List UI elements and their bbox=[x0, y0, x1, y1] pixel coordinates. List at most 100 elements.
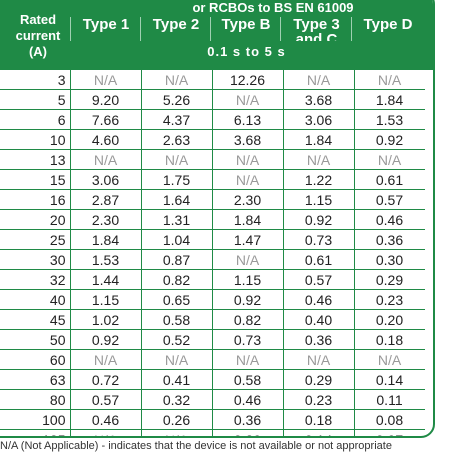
table-row: 100 0.46 0.26 0.36 0.18 0.08 bbox=[0, 409, 425, 430]
value-cell: 0.72 bbox=[70, 369, 142, 390]
value-cell: 1.84 bbox=[354, 89, 425, 110]
value-cell: 2.63 bbox=[141, 129, 213, 150]
type-b-header: Type B bbox=[210, 17, 281, 55]
table-row: 40 1.15 0.65 0.92 0.46 0.23 bbox=[0, 289, 425, 310]
value-cell: N/A bbox=[354, 70, 425, 90]
rated-current-header: Rated current (A) bbox=[15, 12, 61, 59]
type-d-header: Type D bbox=[351, 17, 424, 55]
value-cell: N/A bbox=[354, 149, 425, 170]
value-cell: 0.52 bbox=[141, 329, 213, 350]
value-cell: 0.18 bbox=[283, 409, 355, 430]
rated-current-cell: 30 bbox=[0, 249, 71, 270]
value-cell: N/A bbox=[212, 149, 284, 170]
table-row: 25 1.84 1.04 1.47 0.73 0.36 bbox=[0, 229, 425, 250]
value-cell: 0.73 bbox=[283, 229, 355, 250]
value-cell: 0.58 bbox=[141, 309, 213, 330]
value-cell: N/A bbox=[70, 70, 142, 90]
value-cell: N/A bbox=[283, 149, 355, 170]
rated-current-cell: 80 bbox=[0, 389, 71, 410]
rated-current-cell: 5 bbox=[0, 89, 71, 110]
value-cell: N/A bbox=[70, 429, 142, 436]
time-range-header: 0.1 s to 5 s bbox=[70, 41, 423, 63]
value-cell: 1.84 bbox=[283, 129, 355, 150]
value-cell: 1.04 bbox=[141, 229, 213, 250]
value-cell: 0.92 bbox=[70, 329, 142, 350]
value-cell: 1.84 bbox=[212, 209, 284, 230]
type-1-header: Type 1 bbox=[70, 17, 141, 55]
rated-current-cell: 6 bbox=[0, 109, 71, 130]
value-cell: 6.13 bbox=[212, 109, 284, 130]
value-cell: 3.68 bbox=[212, 129, 284, 150]
table-row: 13 N/A N/A N/A N/A N/A bbox=[0, 149, 425, 170]
value-cell: 0.23 bbox=[354, 289, 425, 310]
value-cell: 9.20 bbox=[70, 89, 142, 110]
type-2-header: Type 2 bbox=[140, 17, 211, 55]
table-row: 63 0.72 0.41 0.58 0.29 0.14 bbox=[0, 369, 425, 390]
rated-current-cell: 32 bbox=[0, 269, 71, 290]
rated-current-cell: 25 bbox=[0, 229, 71, 250]
value-cell: 0.29 bbox=[354, 269, 425, 290]
value-cell: 0.40 bbox=[283, 309, 355, 330]
value-cell: N/A bbox=[283, 70, 355, 90]
rated-current-cell: 10 bbox=[0, 129, 71, 150]
rated-current-cell: 45 bbox=[0, 309, 71, 330]
value-cell: 1.84 bbox=[70, 229, 142, 250]
value-cell: N/A bbox=[212, 89, 284, 110]
value-cell: 0.20 bbox=[354, 309, 425, 330]
value-cell: 0.32 bbox=[141, 389, 213, 410]
rated-current-cell: 50 bbox=[0, 329, 71, 350]
value-cell: N/A bbox=[141, 429, 213, 436]
rated-current-cell: 60 bbox=[0, 349, 71, 370]
table-row: 125N/AN/A0.290.140.07 bbox=[0, 429, 425, 437]
value-cell: 0.07 bbox=[354, 430, 425, 437]
value-cell: 3.06 bbox=[283, 109, 355, 130]
table-header: or RCBOs to BS EN 61009 Rated current (A… bbox=[0, 0, 433, 70]
rated-current-cell: 20 bbox=[0, 209, 71, 230]
value-cell: N/A bbox=[70, 349, 142, 370]
rated-current-cell: 15 bbox=[0, 169, 71, 190]
value-cell: 12.26 bbox=[212, 70, 284, 90]
value-cell: 0.36 bbox=[354, 229, 425, 250]
value-cell: 1.15 bbox=[70, 289, 142, 310]
value-cell: 1.22 bbox=[283, 169, 355, 190]
rated-current-cell: 16 bbox=[0, 189, 71, 210]
value-cell: 0.26 bbox=[141, 409, 213, 430]
value-cell: N/A bbox=[141, 70, 213, 90]
value-cell: 1.53 bbox=[70, 249, 142, 270]
value-cell: 0.14 bbox=[283, 429, 355, 436]
table-title: or RCBOs to BS EN 61009 bbox=[192, 0, 354, 15]
value-cell: N/A bbox=[212, 349, 284, 370]
value-cell: N/A bbox=[212, 169, 284, 190]
value-cell: 3.68 bbox=[283, 89, 355, 110]
rated-current-cell: 3 bbox=[0, 70, 71, 90]
value-cell: 7.66 bbox=[70, 109, 142, 130]
value-cell: N/A bbox=[283, 349, 355, 370]
value-cell: 0.87 bbox=[141, 249, 213, 270]
value-cell: 0.57 bbox=[354, 189, 425, 210]
value-cell: 0.41 bbox=[141, 369, 213, 390]
value-cell: 0.61 bbox=[283, 249, 355, 270]
value-cell: 0.92 bbox=[283, 209, 355, 230]
value-cell: 1.02 bbox=[70, 309, 142, 330]
value-cell: 0.14 bbox=[354, 369, 425, 390]
value-cell: 3.06 bbox=[70, 169, 142, 190]
value-cell: N/A bbox=[141, 149, 213, 170]
value-cell: 0.18 bbox=[354, 329, 425, 350]
value-cell: 0.36 bbox=[212, 409, 284, 430]
rated-current-cell: 63 bbox=[0, 369, 71, 390]
value-cell: 0.82 bbox=[212, 309, 284, 330]
table-row: 80 0.57 0.32 0.46 0.23 0.11 bbox=[0, 389, 425, 410]
table-row: 10 4.60 2.63 3.68 1.84 0.92 bbox=[0, 129, 425, 150]
table-row: 20 2.30 1.31 1.84 0.92 0.46 bbox=[0, 209, 425, 230]
value-cell: 0.30 bbox=[354, 249, 425, 270]
table-row: 15 3.06 1.75 N/A 1.22 0.61 bbox=[0, 169, 425, 190]
rated-current-cell: 13 bbox=[0, 149, 71, 170]
value-cell: 0.08 bbox=[354, 409, 425, 430]
table-row: 32 1.44 0.82 1.15 0.57 0.29 bbox=[0, 269, 425, 290]
value-cell: 0.46 bbox=[70, 409, 142, 430]
table-row: 5 9.20 5.26 N/A 3.68 1.84 bbox=[0, 89, 425, 110]
value-cell: 1.44 bbox=[70, 269, 142, 290]
value-cell: 4.60 bbox=[70, 129, 142, 150]
value-cell: 0.46 bbox=[283, 289, 355, 310]
footnote: N/A (Not Applicable) - indicates that th… bbox=[0, 440, 392, 452]
